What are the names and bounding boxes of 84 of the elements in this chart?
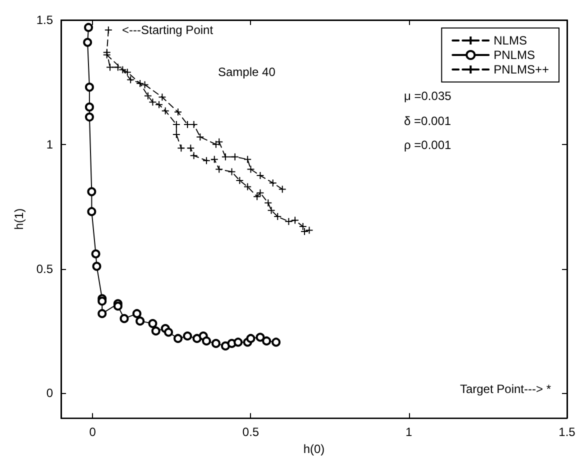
point: [174, 108, 182, 116]
point: [210, 155, 218, 164]
point: [113, 302, 122, 311]
x-tick-label: 1.5: [558, 425, 576, 440]
point: [267, 206, 276, 214]
point: [291, 216, 300, 224]
legend-label: PNLMS: [494, 48, 535, 62]
point: [84, 112, 94, 122]
point: [84, 22, 94, 32]
point: [202, 156, 210, 165]
point: [230, 152, 239, 161]
y-axis-title: h(1): [12, 208, 26, 230]
point: [106, 63, 114, 72]
point: [91, 249, 100, 258]
point: [274, 212, 282, 221]
y-tick-label: 1.5: [36, 13, 54, 27]
point: [212, 140, 220, 148]
point: [102, 48, 111, 56]
point: [256, 188, 264, 197]
point: [196, 132, 204, 141]
point: [132, 309, 142, 318]
point: [221, 152, 230, 161]
point: [215, 165, 224, 174]
point: [164, 328, 174, 337]
point: [98, 309, 107, 318]
annotation: Sample 40: [218, 65, 276, 79]
point: [284, 218, 293, 226]
x-tick-label: 0: [89, 425, 96, 440]
point: [177, 144, 186, 152]
point: [87, 207, 96, 216]
point: [202, 336, 211, 346]
point: [244, 155, 252, 164]
point: [148, 319, 158, 328]
point: [234, 338, 243, 347]
y-tick-label: 1: [46, 137, 54, 152]
point: [158, 93, 166, 102]
legend-label: NLMS: [494, 34, 527, 48]
y-tick-label: 0.5: [36, 262, 54, 276]
annotation: ρ =0.001: [404, 138, 452, 152]
point: [186, 144, 195, 152]
x-tick-label: 1: [406, 425, 413, 440]
point: [256, 172, 264, 180]
point: [215, 138, 224, 146]
point: [220, 341, 230, 350]
point: [268, 178, 277, 187]
point: [262, 336, 272, 346]
point: [172, 120, 180, 128]
x-tick-label: 0.5: [242, 425, 260, 440]
point: [126, 76, 135, 84]
point: [155, 100, 164, 109]
point: [172, 130, 180, 138]
x-axis-title: h(0): [303, 442, 325, 456]
point: [183, 331, 192, 340]
annotation: μ =0.035: [404, 89, 452, 103]
point: [104, 26, 112, 34]
point: [190, 152, 198, 160]
point: [264, 198, 272, 207]
point: [87, 187, 96, 196]
annotation: <---Starting Point: [122, 23, 214, 37]
point: [84, 102, 94, 112]
y-tick-label: 0: [46, 386, 54, 400]
point: [174, 334, 183, 343]
point: [246, 165, 255, 174]
point: [151, 326, 160, 336]
point: [244, 182, 252, 191]
point: [228, 168, 236, 176]
point: [253, 192, 262, 201]
point: [84, 82, 94, 92]
point: [272, 338, 281, 347]
point: [211, 338, 220, 348]
point: [120, 314, 129, 324]
point: [98, 296, 107, 306]
point: [256, 332, 265, 342]
annotation: δ =0.001: [404, 114, 452, 128]
annotation: Target Point---> *: [460, 382, 552, 396]
point: [136, 316, 145, 326]
point: [278, 185, 286, 194]
point: [192, 334, 202, 343]
point: [83, 38, 92, 47]
point: [236, 176, 244, 184]
point: [246, 334, 256, 343]
point: [161, 106, 170, 115]
point: [92, 262, 102, 271]
legend-label: PNLMS++: [494, 62, 549, 76]
